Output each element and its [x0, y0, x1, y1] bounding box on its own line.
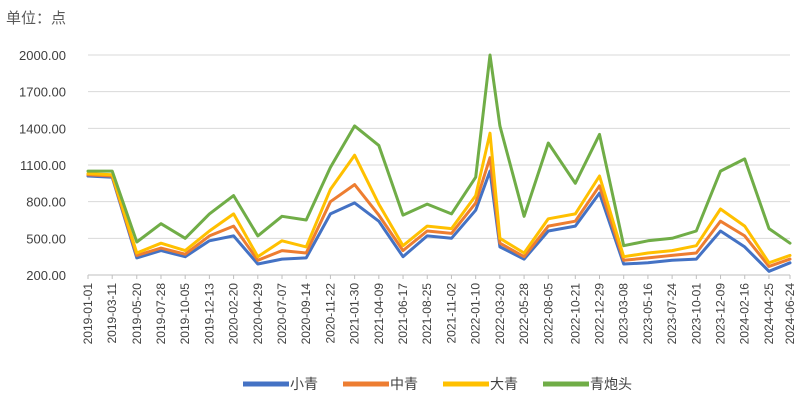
series-lines	[86, 53, 792, 273]
x-tick-label: 2023-10-01	[689, 283, 703, 345]
y-axis-ticks: 2000.00 1700.00 1400.00 1100.00 800.00 500.00…	[19, 48, 66, 283]
legend-label: 大青	[490, 377, 518, 393]
y-tick-label: 200.00	[26, 268, 66, 283]
x-tick-label: 2023-05-16	[641, 283, 655, 345]
x-tick-label: 2024-06-24	[783, 283, 797, 345]
x-tick-label: 2021-06-17	[396, 283, 410, 345]
y-tick-label: 800.00	[26, 195, 66, 210]
x-tick-label: 2022-10-21	[568, 283, 582, 345]
x-tick-label: 2021-01-30	[348, 283, 362, 345]
y-tick-label: 500.00	[26, 231, 66, 246]
x-tick-label: 2022-01-10	[469, 283, 483, 345]
grid-lines	[88, 54, 790, 276]
legend-label: 青炮头	[590, 377, 632, 393]
series-line-小青	[86, 169, 792, 273]
legend: 小青 中青 大青 青炮头	[243, 377, 632, 393]
x-tick-label: 2023-03-08	[617, 283, 631, 345]
legend-label: 小青	[290, 377, 318, 393]
legend-label: 中青	[390, 377, 418, 393]
x-tick-label: 2019-03-11	[105, 283, 119, 344]
x-tick-label: 2020-02-20	[227, 283, 241, 345]
x-tick-label: 2022-08-05	[541, 283, 555, 345]
x-tick-label: 2024-04-25	[762, 283, 776, 345]
x-tick-label: 2021-04-09	[372, 283, 386, 345]
y-tick-label: 2000.00	[19, 48, 66, 63]
x-tick-label: 2020-07-07	[275, 283, 289, 345]
x-tick-label: 2020-09-14	[299, 283, 313, 345]
x-tick-label: 2022-05-28	[517, 283, 531, 345]
y-tick-label: 1700.00	[19, 85, 66, 100]
x-tick-label: 2020-04-29	[251, 283, 265, 345]
x-tick-label: 2022-03-20	[493, 283, 507, 345]
x-tick-label: 2023-12-09	[714, 283, 728, 345]
series-line-青炮头	[86, 53, 792, 248]
x-tick-label: 2021-11-02	[444, 283, 458, 344]
x-tick-label: 2019-01-01	[81, 283, 95, 345]
x-axis-ticks: 2019-01-01 2019-03-11 2019-05-20 2019-07-28…	[81, 275, 797, 344]
x-tick-label: 2022-12-29	[593, 283, 607, 345]
x-tick-label: 2020-11-22	[323, 283, 337, 344]
series-line-大青	[86, 131, 792, 265]
series-line-中青	[86, 156, 792, 268]
x-tick-label: 2021-08-25	[420, 283, 434, 345]
x-tick-label: 2023-07-24	[665, 283, 679, 345]
unit-label: 单位：点	[6, 9, 66, 27]
x-tick-label: 2019-07-28	[154, 283, 168, 345]
y-tick-label: 1100.00	[20, 158, 66, 173]
x-tick-label: 2019-10-05	[178, 283, 192, 345]
x-tick-label: 2019-12-13	[202, 283, 216, 345]
y-tick-label: 1400.00	[19, 121, 66, 136]
x-tick-label: 2024-02-16	[738, 283, 752, 345]
x-tick-label: 2019-05-20	[130, 283, 144, 345]
